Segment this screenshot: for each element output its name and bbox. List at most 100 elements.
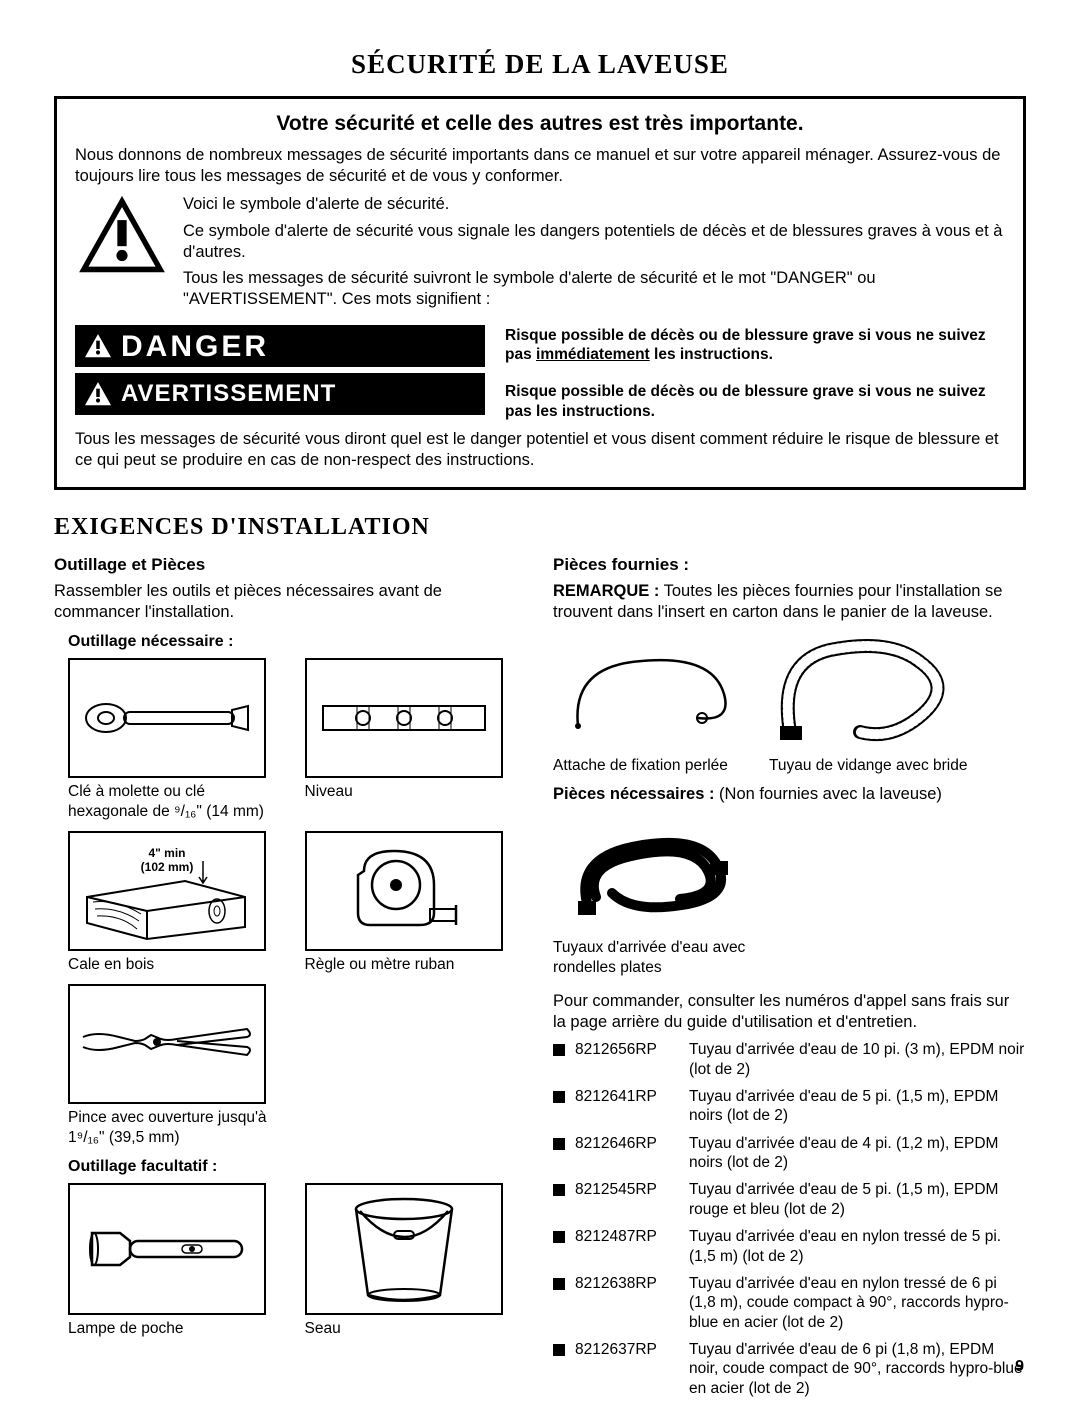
square-bullet-icon [553,1091,565,1103]
part-desc: Tuyau d'arrivée d'eau en nylon tressé de… [689,1274,1026,1332]
required-tools-grid: Clé à molette ou clé hexagonale de ⁹/₁₆"… [68,658,527,1147]
part-desc: Tuyau d'arrivée d'eau en nylon tressé de… [689,1227,1026,1266]
safety-box: Votre sécurité et celle des autres est t… [54,96,1026,490]
danger-row: DANGER AVERTISSEMENT Risque possible de … [75,325,1005,421]
alert-text: Voici le symbole d'alerte de sécurité. C… [183,194,1005,315]
danger-desc-c: les instructions. [650,346,773,363]
alert-line-3: Tous les messages de sécurité suivront l… [183,268,1005,309]
order-text: Pour commander, consulter les numéros d'… [553,991,1026,1032]
warning-badge: AVERTISSEMENT [75,373,485,415]
tool-tape: Règle ou mètre ruban [305,831,528,974]
optional-tools-grid: Lampe de poche Seau [68,1183,527,1338]
bucket-caption: Seau [305,1319,515,1338]
tape-caption: Règle ou mètre ruban [305,955,515,974]
hose-caption: Tuyau de vidange avec bride [769,756,967,775]
safety-subtitle: Votre sécurité et celle des autres est t… [75,111,1005,137]
wrench-icon [82,698,252,738]
remark-label: REMARQUE : [553,582,659,600]
list-item: 8212641RPTuyau d'arrivée d'eau de 5 pi. … [553,1087,1026,1126]
tie-caption: Attache de fixation perlée [553,756,751,775]
list-item: 8212638RPTuyau d'arrivée d'eau en nylon … [553,1274,1026,1332]
block-caption: Cale en bois [68,955,278,974]
page-number: 9 [1015,1357,1024,1377]
square-bullet-icon [553,1344,565,1356]
part-code: 8212545RP [575,1180,679,1219]
tape-measure-icon [344,841,464,941]
part-code: 8212656RP [575,1040,679,1079]
list-item: 8212656RP Tuyau d'arrivée d'eau de 10 pi.… [553,1040,1026,1079]
install-title: EXIGENCES D'INSTALLATION [54,512,1026,542]
tools-intro: Rassembler les outils et pièces nécessai… [54,581,527,622]
bucket-icon [344,1191,464,1307]
parts-note: REMARQUE : Toutes les pièces fournies po… [553,581,1026,622]
parts-heading: Pièces fournies : [553,554,1026,575]
level-caption: Niveau [305,782,515,801]
part-code: 8212646RP [575,1134,679,1173]
pliers-caption: Pince avec ouverture jusqu'à 1⁹/₁₆" (39,… [68,1108,278,1147]
list-item: 8212646RPTuyau d'arrivée d'eau de 4 pi. … [553,1134,1026,1173]
alert-line-2: Ce symbole d'alerte de sécurité vous sig… [183,221,1005,262]
tool-level: Niveau [305,658,528,821]
parts-list: 8212656RP Tuyau d'arrivée d'eau de 10 pi.… [553,1040,1026,1398]
inlet-hose-icon [562,819,742,929]
svg-text:(102 mm): (102 mm) [141,860,194,874]
right-col: Pièces fournies : REMARQUE : Toutes les … [553,554,1026,1406]
svg-text:4" min: 4" min [148,846,185,860]
list-item: 8212637RPTuyau d'arrivée d'eau de 6 pi (… [553,1340,1026,1398]
safety-footer: Tous les messages de sécurité vous diron… [75,429,1005,470]
wood-block-icon: 4" min (102 mm) [77,839,257,943]
part-desc: Tuyau d'arrivée d'eau de 10 pi. (3 m), E… [689,1040,1026,1079]
part-tie: Attache de fixation perlée [553,630,751,775]
install-columns: Outillage et Pièces Rassembler les outil… [54,554,1026,1406]
danger-label: DANGER [121,328,269,366]
flashlight-caption: Lampe de poche [68,1319,278,1338]
warning-triangle-icon [83,333,113,359]
danger-desc-col: Risque possible de décès ou de blessure … [505,326,1005,422]
page-title: SÉCURITÉ DE LA LAVEUSE [54,48,1026,82]
parts-needed-line: Pièces nécessaires : (Non fournies avec … [553,784,1026,805]
badges-col: DANGER AVERTISSEMENT [75,325,485,421]
part-code: 8212487RP [575,1227,679,1266]
part-drain-hose: Tuyau de vidange avec bride [769,630,967,775]
tools-heading: Outillage et Pièces [54,554,527,575]
drain-hose-icon [770,632,966,752]
warning-desc: Risque possible de décès ou de blessure … [505,382,1005,421]
part-code: 8212637RP [575,1340,679,1398]
alert-line-1: Voici le symbole d'alerte de sécurité. [183,194,1005,215]
list-item: 8212487RP Tuyau d'arrivée d'eau en nylon … [553,1227,1026,1266]
tool-flashlight: Lampe de poche [68,1183,291,1338]
danger-desc-b: immédiatement [536,346,650,363]
tool-pliers: Pince avec ouverture jusqu'à 1⁹/₁₆" (39,… [68,984,291,1147]
tool-bucket: Seau [305,1183,528,1338]
warning-triangle-icon [75,194,169,276]
tools-optional-heading: Outillage facultatif : [68,1157,527,1177]
part-desc: Tuyau d'arrivée d'eau de 6 pi (1,8 m), E… [689,1340,1026,1398]
bead-tie-icon [562,642,742,742]
danger-badge: DANGER [75,325,485,367]
parts-needed-label: Pièces nécessaires : [553,785,714,803]
pliers-icon [77,1019,257,1069]
left-col: Outillage et Pièces Rassembler les outil… [54,554,527,1406]
part-desc: Tuyau d'arrivée d'eau de 5 pi. (1,5 m), … [689,1180,1026,1219]
tool-block: 4" min (102 mm) Cale en bois [68,831,291,974]
level-icon [319,698,489,738]
tool-wrench: Clé à molette ou clé hexagonale de ⁹/₁₆"… [68,658,291,821]
warning-triangle-icon [83,381,113,407]
inlet-caption: Tuyaux d'arrivée d'eau avec rondelles pl… [553,938,753,977]
part-inlet: Tuyaux d'arrivée d'eau avec rondelles pl… [553,812,1026,977]
list-item: 8212545RP Tuyau d'arrivée d'eau de 5 pi. … [553,1180,1026,1219]
square-bullet-icon [553,1231,565,1243]
supplied-parts-row: Attache de fixation perlée Tuyau de vida… [553,630,1026,775]
part-desc: Tuyau d'arrivée d'eau de 5 pi. (1,5 m), … [689,1087,1026,1126]
safety-intro: Nous donnons de nombreux messages de séc… [75,145,1005,186]
parts-needed-text: (Non fournies avec la laveuse) [714,785,941,803]
square-bullet-icon [553,1278,565,1290]
square-bullet-icon [553,1138,565,1150]
square-bullet-icon [553,1044,565,1056]
alert-row: Voici le symbole d'alerte de sécurité. C… [75,194,1005,315]
wrench-caption: Clé à molette ou clé hexagonale de ⁹/₁₆"… [68,782,278,821]
warning-label: AVERTISSEMENT [121,379,336,409]
flashlight-icon [82,1223,252,1275]
square-bullet-icon [553,1184,565,1196]
danger-desc: Risque possible de décès ou de blessure … [505,326,1005,365]
